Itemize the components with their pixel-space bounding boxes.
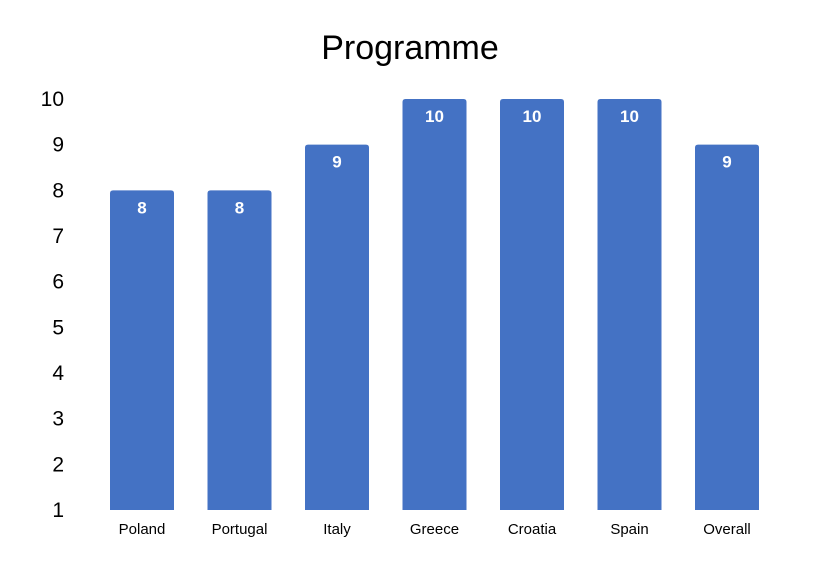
y-tick-label: 8 bbox=[52, 179, 64, 202]
y-axis-ticks: 1 2 3 4 5 6 7 8 9 10 bbox=[41, 88, 65, 522]
y-tick-label: 7 bbox=[52, 225, 64, 248]
x-tick-label: Croatia bbox=[508, 521, 557, 538]
x-axis-ticks: Poland Portugal Italy Greece Croatia Spain Ove… bbox=[119, 521, 751, 538]
data-label: 9 bbox=[722, 153, 731, 172]
x-tick-label: Poland bbox=[119, 521, 166, 538]
bar bbox=[305, 144, 369, 510]
y-tick-label: 9 bbox=[52, 134, 64, 157]
x-tick-label: Italy bbox=[323, 521, 351, 538]
bar bbox=[597, 99, 662, 510]
x-tick-label: Overall bbox=[703, 521, 751, 538]
data-labels: 8 8 9 10 10 10 9 bbox=[137, 107, 731, 217]
y-tick-label: 4 bbox=[52, 362, 64, 385]
data-label: 10 bbox=[523, 107, 542, 126]
y-tick-label: 3 bbox=[52, 408, 64, 431]
x-tick-label: Greece bbox=[410, 521, 459, 538]
y-tick-label: 6 bbox=[52, 271, 64, 294]
bar bbox=[500, 99, 564, 510]
bar bbox=[207, 190, 272, 511]
chart-title: Programme bbox=[321, 29, 499, 67]
bars bbox=[110, 99, 759, 511]
bar bbox=[695, 144, 759, 510]
data-label: 10 bbox=[425, 107, 444, 126]
bar bbox=[402, 99, 467, 510]
y-tick-label: 10 bbox=[41, 88, 64, 111]
y-tick-label: 2 bbox=[52, 453, 64, 476]
data-label: 10 bbox=[620, 107, 639, 126]
y-tick-label: 1 bbox=[52, 499, 64, 522]
x-tick-label: Spain bbox=[610, 521, 648, 538]
x-tick-label: Portugal bbox=[212, 521, 268, 538]
data-label: 9 bbox=[332, 153, 341, 172]
y-tick-label: 5 bbox=[52, 316, 64, 339]
data-label: 8 bbox=[235, 198, 244, 217]
data-label: 8 bbox=[137, 198, 146, 217]
bar bbox=[110, 190, 174, 511]
